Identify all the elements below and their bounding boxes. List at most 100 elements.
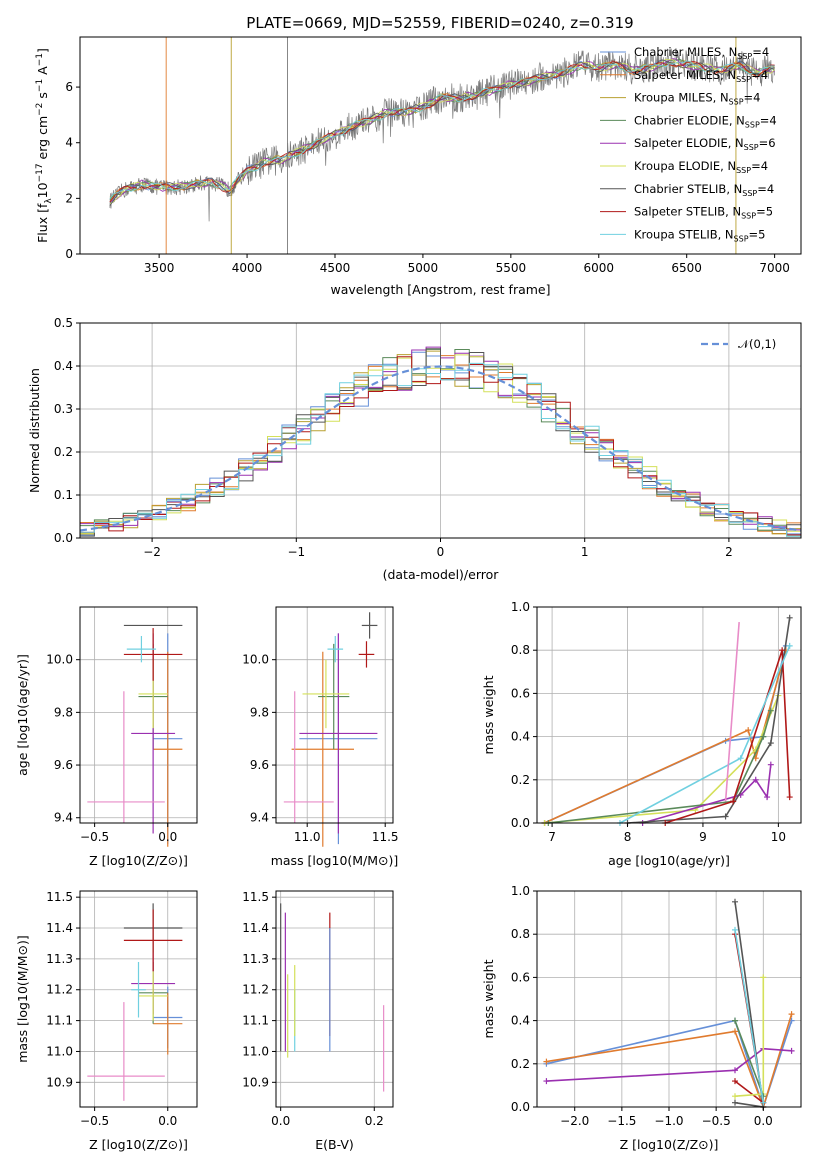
age-vs-mass-frame: 11.0 11.5 9.4 9.6 9.8 10.0 <box>242 606 399 844</box>
residuals-xlabel: (data-model)/error <box>383 567 500 582</box>
x-tick-label: 7 <box>548 830 556 844</box>
legend-eq: =4 <box>760 113 777 127</box>
legend-sub: SSP <box>729 98 744 107</box>
y-tick-label: 0.8 <box>511 643 530 657</box>
y-tick-label: 11.2 <box>242 983 269 997</box>
residuals-frame: −2 −1 0 1 2 0.0 0.1 0.2 0.3 0.4 0.5 <box>54 316 802 559</box>
y-tick-label: 10.0 <box>242 653 269 667</box>
y-tick-label: 11.4 <box>46 921 73 935</box>
ylabel-part: −1 <box>35 79 45 92</box>
residuals-ylabel: Normed distribution <box>27 368 42 493</box>
mwZ-xlabel: Z [log10(Z/Z⊙)] <box>620 1137 719 1152</box>
weight-marker <box>732 1067 738 1074</box>
legend-label: Kroupa ELODIE, NSSP=4 <box>634 159 768 175</box>
spectrum-model-line <box>109 60 775 203</box>
ylabel-part: −1 <box>35 53 45 66</box>
mass-vs-Z-frame: −0.5 0.0 10.9 11.0 11.1 11.2 11.3 11.4 11.5 <box>46 890 198 1128</box>
y-tick-label: 6 <box>65 80 73 94</box>
x-tick-label: 0.0 <box>754 1114 773 1128</box>
x-tick-label: 5500 <box>496 261 527 275</box>
legend-text: Salpeter ELODIE, N <box>634 136 744 150</box>
legend-text: Chabrier ELODIE, N <box>634 113 745 127</box>
weight-marker <box>760 733 767 740</box>
y-tick-label: 0.6 <box>511 686 530 700</box>
weight-marker <box>760 974 767 981</box>
legend-text: Chabrier MILES, N <box>634 45 737 59</box>
y-tick-label: 9.4 <box>250 811 269 825</box>
gaussian-curve <box>80 365 801 532</box>
axes-frame <box>79 36 802 255</box>
x-tick-label: 6500 <box>671 261 702 275</box>
weight-line <box>664 649 791 824</box>
age-vs-Z-axes <box>80 607 197 823</box>
weight-line <box>544 695 780 824</box>
y-tick-label: 0.2 <box>54 445 73 459</box>
x-tick-label: −2 <box>143 545 161 559</box>
ylabel-part: Flux [f <box>35 203 50 243</box>
legend-label: Salpeter ELODIE, NSSP=6 <box>634 136 776 152</box>
x-tick-label: 9 <box>699 830 707 844</box>
weight-marker <box>788 1011 795 1018</box>
x-tick-label: 6000 <box>583 261 614 275</box>
y-tick-label: 11.3 <box>46 952 73 966</box>
y-tick-label: 11.5 <box>242 890 269 904</box>
ylabel-part: −17 <box>35 163 45 182</box>
weight-marker <box>767 707 774 714</box>
y-tick-label: 0.2 <box>511 1057 530 1071</box>
legend-label: Chabrier STELIB, NSSP=4 <box>634 182 774 198</box>
legend-eq: =4 <box>751 159 768 173</box>
legend-label: Kroupa STELIB, NSSP=5 <box>634 227 765 243</box>
x-tick-label: −0.5 <box>80 830 109 844</box>
ylabel-part: s <box>35 92 50 103</box>
legend-eq: =4 <box>751 68 768 82</box>
weight-line <box>724 622 740 802</box>
residual-step-line <box>80 362 801 538</box>
weight-line <box>546 1019 793 1110</box>
y-tick-label: 9.6 <box>54 758 73 772</box>
y-tick-label: 0.0 <box>54 531 73 545</box>
mass-vs-Z-points <box>123 903 183 1055</box>
spectrum-model-line <box>109 60 775 203</box>
weight-marker <box>760 1099 767 1106</box>
axes-frame <box>536 606 802 824</box>
age-vs-Z-points <box>123 624 183 847</box>
y-tick-label: 11.4 <box>242 921 269 935</box>
y-tick-label: 0.0 <box>511 1100 530 1114</box>
y-tick-label: 9.4 <box>54 811 73 825</box>
x-tick-label: 0.0 <box>158 830 177 844</box>
legend-sub: SSP <box>745 120 760 129</box>
legend-eq: =4 <box>757 182 774 196</box>
mwZ-ylabel: mass weight <box>481 959 496 1038</box>
x-tick-label: 11.5 <box>372 830 399 844</box>
legend-text: Chabrier STELIB, N <box>634 182 742 196</box>
y-tick-label: 4 <box>65 136 73 150</box>
x-tick-label: 4000 <box>232 261 263 275</box>
legend-sub: SSP <box>734 234 749 243</box>
x-tick-label: −0.5 <box>80 1114 109 1128</box>
mass-vs-ebv-axes <box>276 891 393 1107</box>
ageZ-ylabel: age [log10(age/yr)] <box>15 654 30 776</box>
y-tick-label: 0.4 <box>511 1014 530 1028</box>
y-tick-label: 2 <box>65 191 73 205</box>
massweight-vs-Z-frame: −2.0 −1.5 −1.0 −0.5 0.0 0.0 0.2 0.4 0.6 0.8 1.0 <box>511 884 802 1128</box>
legend-eq: =5 <box>756 205 773 219</box>
y-tick-label: 1.0 <box>511 600 530 614</box>
weight-marker <box>543 1078 550 1085</box>
legend-label: Salpeter MILES, NSSP=4 <box>634 68 768 84</box>
x-tick-label: 4500 <box>320 261 351 275</box>
spectrum-xlabel: wavelength [Angstrom, rest frame] <box>330 282 550 297</box>
x-tick-label: 0.0 <box>271 1114 290 1128</box>
weight-marker <box>732 1093 738 1100</box>
y-tick-label: 10.9 <box>46 1075 73 1089</box>
massZ-xlabel: Z [log10(Z/Z⊙)] <box>89 1137 188 1152</box>
weight-marker <box>732 1017 738 1024</box>
spectrum-ylabel: Flux [fλ10−17 erg cm−2 s−1 A−1] <box>35 48 54 243</box>
y-tick-label: 9.8 <box>250 705 269 719</box>
x-tick-label: 0.2 <box>365 1114 384 1128</box>
weight-line <box>546 1013 793 1110</box>
weight-line <box>734 929 765 1103</box>
spectrum-model-line <box>109 59 775 206</box>
ylabel-part: ] <box>35 48 50 53</box>
